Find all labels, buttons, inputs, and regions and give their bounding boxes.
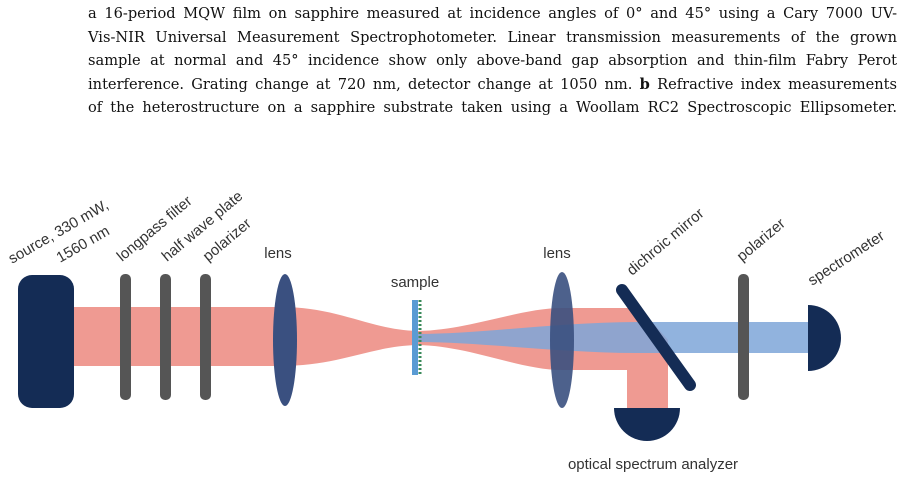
source [18, 275, 74, 408]
polarizer [200, 274, 211, 400]
caption: a 16-period MQW film on sapphire measure… [88, 2, 897, 120]
caption-line: interference. Grating change at 720 nm, … [88, 73, 897, 97]
caption-text: Refractive index measurements [657, 75, 898, 93]
caption-line: Vis-NIR Universal Measurement Spectropho… [88, 28, 897, 46]
half-wave-plate [160, 274, 171, 400]
label: sample [391, 274, 439, 291]
label: longpass filter [114, 193, 196, 266]
label: polarizer [734, 215, 789, 265]
label: lens [264, 245, 292, 262]
label: dichroic mirror [624, 205, 708, 279]
longpass-filter [120, 274, 131, 400]
dichroic-mirror [616, 284, 696, 391]
sample [412, 300, 418, 375]
blue-beam [418, 322, 808, 353]
caption-line: of the heterostructure on a sapphire sub… [88, 99, 897, 116]
polarizer [738, 274, 749, 400]
lens [550, 272, 574, 408]
caption-text: interference. Grating change at 720 nm, … [88, 75, 633, 93]
lens [273, 274, 297, 406]
label: spectrometer [805, 227, 888, 289]
caption-line: a 16-period MQW film on sapphire measure… [88, 5, 897, 22]
panel-label: b [639, 75, 650, 93]
label: optical spectrum analyzer [568, 456, 738, 473]
label: lens [543, 245, 571, 262]
caption-line: sample at normal and 45° incidence show … [88, 52, 897, 69]
osa [614, 408, 680, 441]
beam [70, 307, 418, 366]
spectrometer [808, 305, 841, 371]
